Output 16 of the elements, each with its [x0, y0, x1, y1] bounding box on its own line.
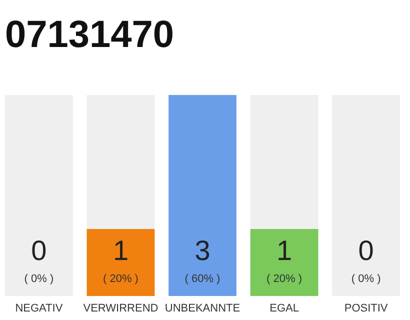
annotation: 0: [31, 235, 47, 266]
data-label: ( 20% ): [102, 273, 138, 285]
chart-title: 07131470: [5, 14, 174, 56]
annotation: 1: [112, 235, 129, 266]
x-tick-label: UNBEKANNTE: [164, 302, 240, 314]
data-label: ( 0% ): [351, 273, 381, 285]
annotation: 3: [194, 235, 210, 266]
annotation: 1: [276, 235, 292, 266]
x-tick-label: NEGATIV: [15, 302, 64, 314]
data-label: ( 20% ): [266, 273, 302, 285]
x-tick-label: VERWIRREND: [83, 302, 158, 314]
data-label: ( 0% ): [24, 273, 54, 285]
data-label: ( 60% ): [184, 273, 220, 285]
x-tick-label: POSITIV: [344, 302, 388, 314]
annotation: 0: [358, 235, 374, 266]
x-tick-label: EGAL: [270, 302, 299, 314]
